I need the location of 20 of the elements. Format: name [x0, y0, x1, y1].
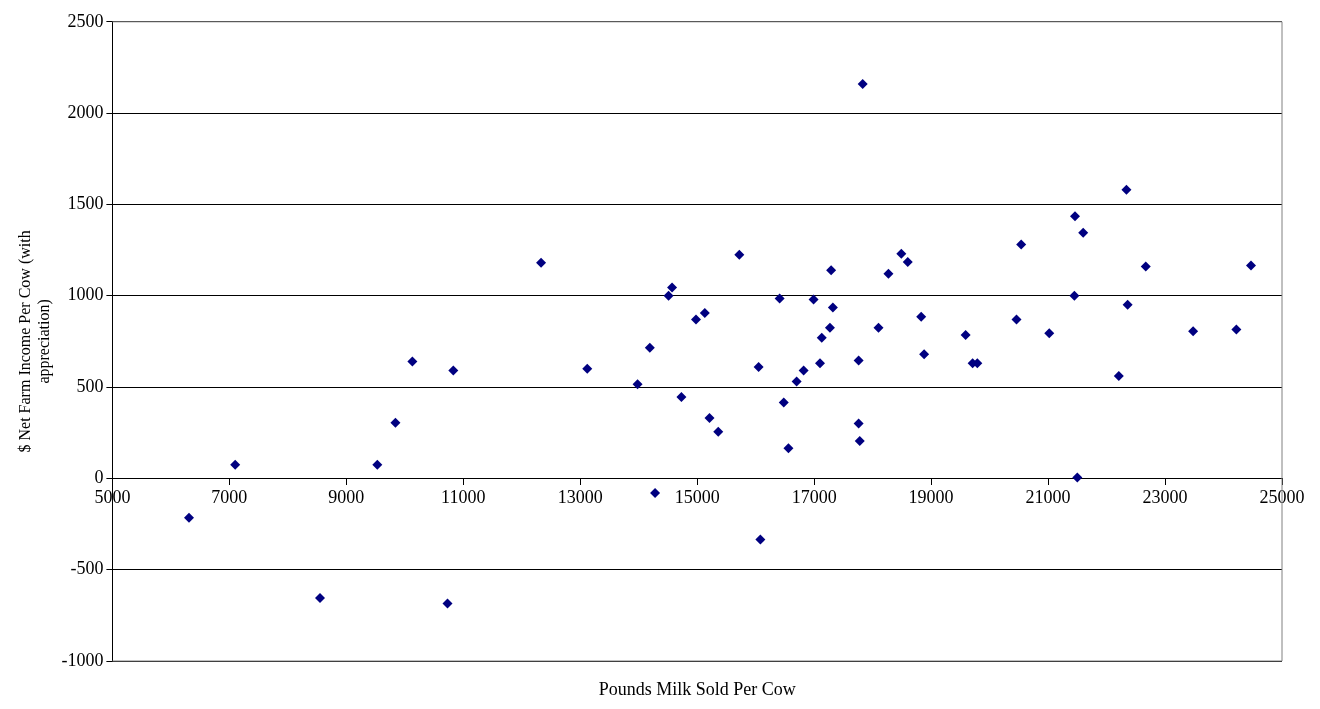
x-tick-label: 19000: [908, 486, 954, 507]
x-tick-label: 11000: [441, 486, 486, 507]
y-tick-label: 1000: [67, 284, 104, 305]
x-tick-label: 13000: [557, 486, 603, 507]
y-axis-title: $ Net Farm Income Per Cow (with appreciation): [15, 230, 53, 453]
x-tick-label: 23000: [1142, 486, 1188, 507]
x-axis-title: Pounds Milk Sold Per Cow: [598, 678, 796, 699]
x-tick-label: 15000: [674, 486, 720, 507]
y-tick-label: -500: [70, 558, 104, 579]
x-tick-label: 17000: [791, 486, 837, 507]
x-tick-label: 25000: [1259, 486, 1305, 507]
y-tick-label: 500: [76, 375, 104, 396]
x-tick-label: 21000: [1025, 486, 1071, 507]
x-tick-label: 9000: [328, 486, 365, 507]
x-tick-label: 7000: [211, 486, 248, 507]
y-tick-label: 0: [94, 467, 104, 488]
y-tick-label: 2500: [67, 10, 104, 31]
y-tick-label: -1000: [61, 649, 104, 670]
y-tick-label: 2000: [67, 101, 104, 122]
y-tick-label: 1500: [67, 193, 104, 214]
